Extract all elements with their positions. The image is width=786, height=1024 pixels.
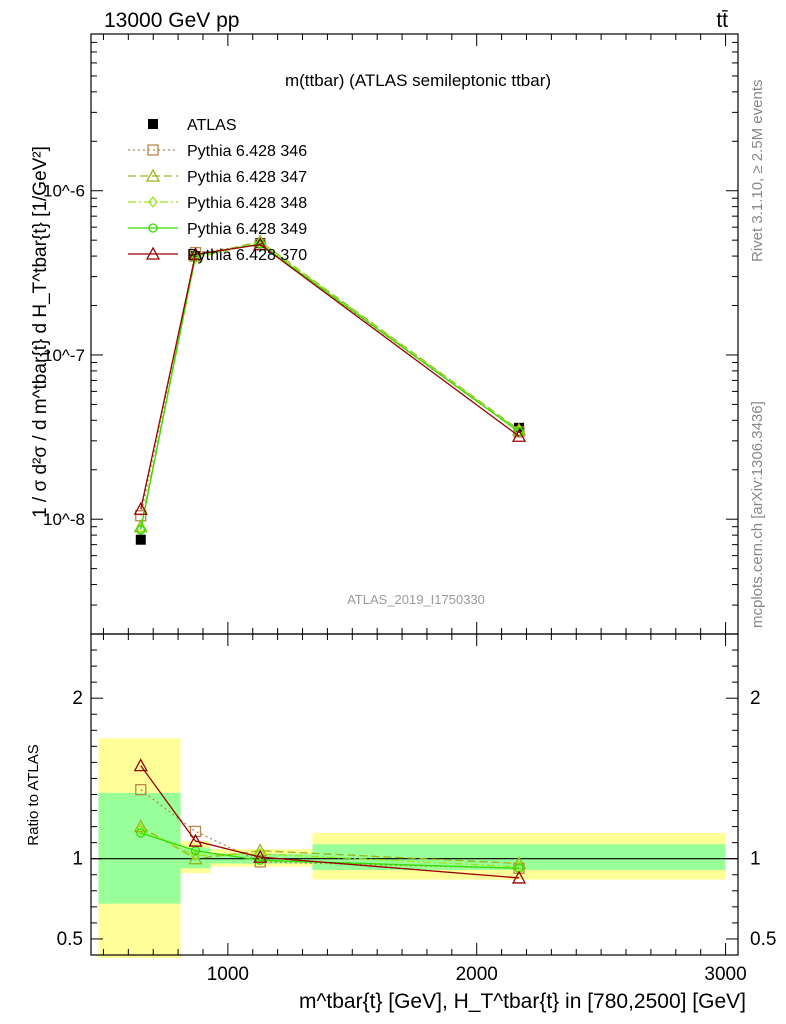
- ratio-point-4: [188, 833, 203, 847]
- x-axis-label: m^tbar{t} [GeV], H_T^tbar{t} in [780,250…: [299, 990, 746, 1013]
- mcplots-label: mcplots.cern.ch [arXiv:1306.3436]: [749, 401, 766, 628]
- legend-label-1: Pythia 6.428 346: [187, 143, 307, 160]
- ratio-line-2: [140, 829, 520, 868]
- ratio-point-4: [511, 870, 527, 884]
- legend-marker-3: [148, 195, 158, 209]
- legend-label-3: Pythia 6.428 348: [187, 195, 307, 212]
- data-point-5: [188, 246, 203, 260]
- legend-marker-0: [148, 119, 158, 129]
- legend-marker-2: [145, 168, 161, 182]
- watermark: ATLAS_2019_I1750330: [347, 592, 485, 607]
- band-green-0: [98, 792, 181, 904]
- ratio-frame: [90, 633, 739, 956]
- series-line-3: [140, 241, 520, 529]
- legend-marker-5: [145, 246, 161, 260]
- header-right: tt̄: [716, 9, 728, 32]
- ratio-point-1: [188, 851, 203, 865]
- panel-frames: [90, 33, 739, 956]
- y-tick-label-ratio-right: 2: [750, 688, 761, 709]
- data-point-5: [133, 501, 148, 515]
- ratio-axis-ticks: 0.5 0.5 1 1 2 2 1000 2000 3000: [57, 634, 776, 985]
- ratio-series-group: [133, 758, 527, 884]
- main-axis-ticks: 10^-8 10^-7 10^-6: [43, 33, 738, 635]
- y-tick-label-ratio: 2: [72, 688, 83, 709]
- y-tick-label-ratio-right: 0.5: [750, 929, 776, 950]
- ratio-line-3: [140, 832, 520, 869]
- data-point-4: [136, 525, 146, 535]
- y-tick-label-ratio: 0.5: [57, 929, 83, 950]
- legend: ATLAS Pythia 6.428 346 Pythia 6.428 347 Pyt…: [128, 117, 307, 264]
- ratio-line-4: [140, 765, 520, 879]
- x-tick-label: 1000: [207, 964, 249, 985]
- series-line-1: [140, 243, 520, 516]
- ratio-point-2: [135, 823, 146, 836]
- y-tick-label-main: 10^-8: [43, 510, 85, 529]
- ratio-point-2: [255, 847, 266, 860]
- data-point-3: [190, 251, 201, 264]
- x-tick-label: 2000: [456, 964, 498, 985]
- data-point-0: [135, 534, 146, 545]
- ratio-point-1: [133, 819, 148, 833]
- ratio-point-1: [511, 856, 527, 870]
- series-line-2: [140, 240, 520, 527]
- legend-marker-1: [147, 144, 159, 156]
- rivet-label: Rivet 3.1.10, ≥ 2.5M events: [749, 80, 766, 263]
- ratio-point-0: [189, 825, 202, 838]
- series-line-4: [140, 243, 520, 531]
- main-series-group: [133, 234, 527, 545]
- main-title: m(ttbar) (ATLAS semileptonic ttbar): [285, 71, 551, 90]
- y-tick-label-main: 10^-7: [43, 346, 85, 365]
- x-tick-label: 3000: [704, 964, 746, 985]
- ratio-point-0: [135, 784, 147, 796]
- y-tick-label-main: 10^-6: [43, 182, 85, 201]
- y-tick-label-ratio-right: 1: [750, 849, 761, 870]
- legend-label-5: Pythia 6.428 370: [187, 247, 307, 264]
- ratio-point-4: [253, 849, 268, 863]
- data-point-5: [511, 428, 527, 442]
- series-line-5: [140, 243, 520, 510]
- ratio-point-4: [133, 758, 148, 772]
- header-left: 13000 GeV pp: [104, 9, 239, 32]
- legend-label-0: ATLAS: [187, 117, 237, 134]
- data-point-5: [253, 237, 268, 251]
- legend-label-2: Pythia 6.428 347: [187, 169, 307, 186]
- legend-marker-4: [148, 223, 158, 233]
- y-tick-label-ratio: 1: [72, 849, 83, 870]
- ratio-point-3: [136, 828, 146, 838]
- ratio-point-3: [255, 855, 265, 865]
- y-axis-label-ratio: Ratio to ATLAS: [25, 744, 42, 845]
- legend-label-4: Pythia 6.428 349: [187, 221, 307, 238]
- y-axis-label-main: 1 / σ d²σ / d m^tbar{t} d H_T^tbar{t} [1…: [30, 146, 51, 518]
